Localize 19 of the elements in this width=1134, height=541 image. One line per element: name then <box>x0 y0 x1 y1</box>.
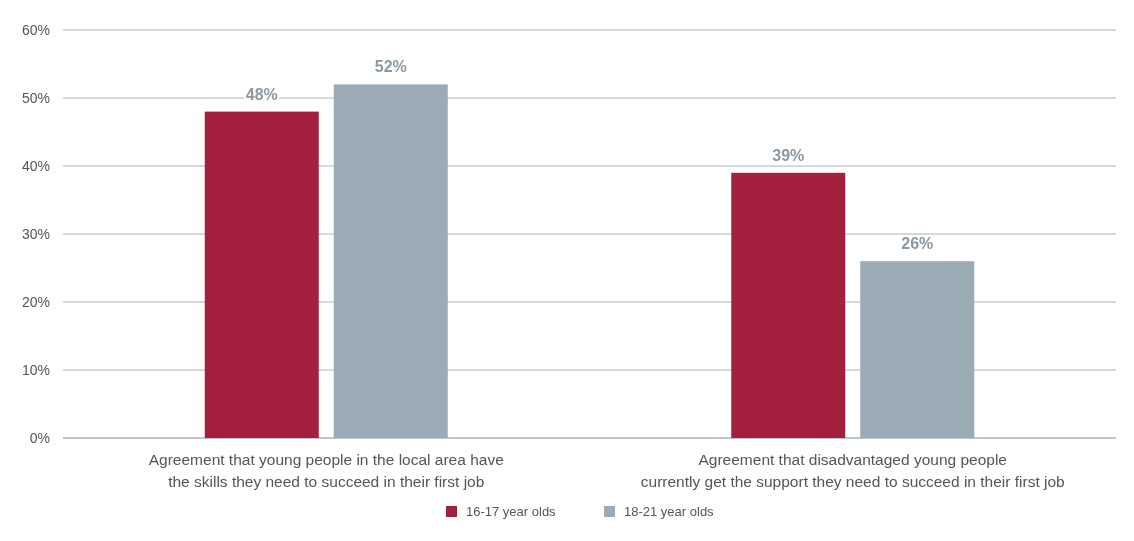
y-tick-label: 50% <box>21 90 50 106</box>
data-label: 39% <box>772 146 805 164</box>
y-tick-label: 0% <box>29 430 50 446</box>
y-tick-label: 60% <box>21 22 50 38</box>
bar <box>333 84 448 438</box>
legend-label: 18-21 year olds <box>624 504 715 519</box>
legend-label: 16-17 year olds <box>466 504 557 519</box>
data-label: 26% <box>901 235 934 253</box>
bar <box>204 111 319 438</box>
bar <box>731 172 846 438</box>
data-label: 52% <box>374 58 407 76</box>
bar <box>860 261 975 438</box>
y-tick-label: 20% <box>21 294 50 310</box>
y-tick-label: 40% <box>21 158 50 174</box>
x-tick-label: Agreement that young people in the local area have the skills they need to succeed in their first job <box>148 451 504 490</box>
x-tick-label: Agreement that disadvantaged young people currently get the support they need to succeed in their first job <box>640 451 1065 490</box>
y-tick-label: 10% <box>21 362 50 378</box>
y-tick-label: 30% <box>21 226 50 242</box>
data-label: 48% <box>245 85 278 103</box>
